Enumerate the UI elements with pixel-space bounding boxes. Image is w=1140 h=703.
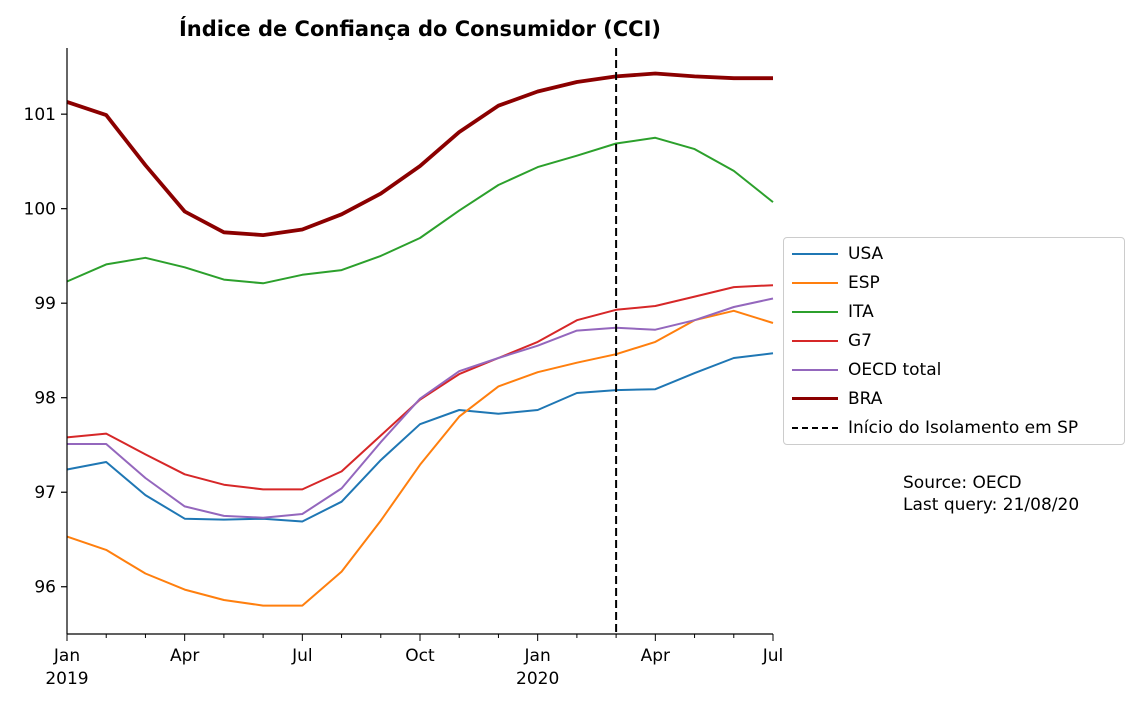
x-tick-year-label: 2019 — [45, 669, 88, 689]
source-line: Source: OECD — [903, 473, 1022, 493]
source-annotation: Source: OECD Last query: 21/08/20 — [903, 472, 1079, 516]
legend-item-bra: BRA — [792, 389, 1122, 409]
legend-item-esp: ESP — [792, 273, 1122, 293]
x-tick-label: Jan — [524, 646, 551, 666]
x-tick-year-label: 2020 — [516, 669, 559, 689]
series-layer — [66, 71, 774, 607]
x-tick-label: Jul — [291, 646, 313, 666]
legend-label: USA — [848, 244, 884, 264]
legend-swatch — [792, 427, 838, 429]
legend-item-g7: G7 — [792, 331, 1122, 351]
legend-label: ITA — [848, 302, 874, 322]
legend-swatch — [792, 369, 838, 371]
y-tick-label: 99 — [34, 294, 56, 314]
legend-label: OECD total — [848, 360, 942, 380]
last-query-line: Last query: 21/08/20 — [903, 495, 1080, 515]
y-tick-label: 96 — [34, 578, 56, 598]
x-tick-label: Apr — [170, 646, 199, 666]
series-line-bra — [66, 71, 773, 238]
legend-swatch — [792, 311, 838, 313]
legend-item-ita: ITA — [792, 302, 1122, 322]
x-axis-ticks: Jan 2019 Apr Jul Oct Jan 2020 Apr Jul — [45, 634, 783, 689]
x-tick-label: Apr — [641, 646, 670, 666]
legend-item-oecd-total: OECD total — [792, 360, 1122, 380]
legend-swatch — [792, 282, 838, 284]
chart-title: Índice de Confiança do Consumidor (CCI) — [179, 16, 661, 41]
x-tick-label: Oct — [405, 646, 435, 666]
series-line-g7 — [66, 284, 774, 491]
x-tick-label: Jul — [762, 646, 784, 666]
series-line-ita — [66, 136, 774, 285]
legend: USA ESP ITA G7 OECD total BRA Início do Isolam… — [783, 237, 1125, 445]
y-tick-label: 97 — [34, 483, 56, 503]
legend-swatch — [792, 340, 838, 342]
series-line-oecd-total — [67, 297, 774, 519]
legend-label: BRA — [848, 389, 883, 409]
legend-swatch — [792, 253, 838, 255]
x-tick-label: Jan — [53, 646, 80, 666]
legend-item-usa: USA — [792, 244, 1122, 264]
y-tick-label: 101 — [24, 105, 56, 125]
y-tick-label: 98 — [34, 389, 56, 409]
legend-label: Início do Isolamento em SP — [848, 418, 1079, 438]
legend-swatch — [792, 397, 838, 401]
legend-item-in-cio-do-isolamento-em-sp: Início do Isolamento em SP — [792, 418, 1122, 438]
y-tick-label: 100 — [24, 200, 56, 220]
series-line-usa — [66, 352, 774, 523]
series-line-esp — [66, 309, 774, 607]
legend-label: G7 — [848, 331, 872, 351]
legend-label: ESP — [848, 273, 880, 293]
y-axis-ticks: 96 97 98 99 100 101 — [24, 105, 67, 598]
